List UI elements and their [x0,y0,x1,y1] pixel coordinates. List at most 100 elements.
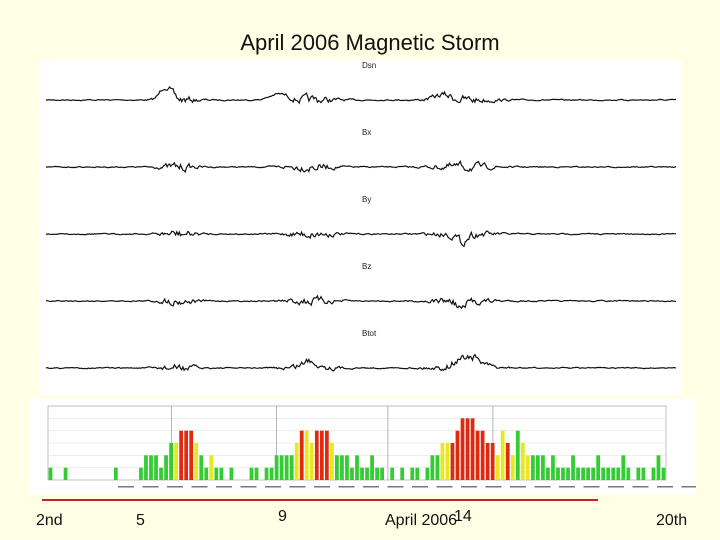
kp-bar [480,430,485,480]
kp-bar [490,443,495,480]
chart-title: April 2006 Magnetic Storm [240,30,500,55]
panel-label-3: Bz [362,262,371,271]
kp-bar [576,467,580,480]
kp-bar [455,430,460,480]
kp-bar [199,455,204,480]
kp-tick-mark [681,486,698,488]
kp-bar [450,443,455,480]
kp-tick-mark [485,486,502,488]
kp-tick-mark [657,486,673,488]
kp-bar [661,467,666,480]
kp-bar [525,455,530,480]
panel-label-0: Dsn [362,61,376,70]
kp-bar [515,430,520,480]
kp-tick-mark [387,486,404,488]
kp-bar [350,467,354,480]
kp-bar [520,443,525,480]
time-axis-label: April 2006 [385,512,458,529]
kp-bar [626,467,631,480]
kp-bar [440,443,445,480]
kp-bar [284,455,289,480]
kp-bar [621,455,626,480]
kp-bar [370,455,374,480]
kp-tick-mark [191,486,208,488]
kp-bar [636,467,641,480]
kp-bar [616,467,621,480]
trace-dsn [45,86,677,105]
kp-bar [430,455,435,480]
kp-bar [360,467,364,480]
kp-bar [460,418,465,480]
time-axis-label: 2nd [36,512,63,529]
kp-tick-mark [583,486,600,488]
trace-svg: Dsn Bx By Bz Btot [45,61,677,372]
kp-bar [375,467,379,480]
kp-tick-mark [216,486,232,488]
trace-by [45,230,677,248]
kp-tick-mark [534,486,551,488]
kp-bar [415,467,420,480]
kp-bar [530,455,535,480]
kp-bar [505,443,510,480]
kp-bar [611,467,616,480]
trace-btot [45,353,677,372]
time-axis-label: 14 [454,508,472,525]
kp-bar [345,455,349,480]
kp-bar [335,455,339,480]
kp-bar [485,443,490,480]
kp-bar [113,467,118,480]
kp-bar [229,467,234,480]
kp-bar [651,467,656,480]
kp-bar [329,443,334,480]
kp-bar [656,455,661,480]
kp-tick-mark [314,486,330,488]
kp-bar [556,467,560,480]
kp-bar [535,455,540,480]
kp-tick-mark [118,486,134,488]
kp-bar [445,443,450,480]
kp-tick-mark [510,486,526,488]
kp-index-panel [30,398,698,494]
kp-bar [154,455,158,480]
time-axis-label: 20th [656,512,688,529]
time-axis-label: 5 [136,512,145,529]
kp-bar [304,430,309,480]
kp-bar [204,467,209,480]
kp-bar [299,430,304,480]
kp-bar [48,467,53,480]
panel-label-2: By [362,195,371,204]
kp-bar [289,455,294,480]
kp-bar [294,443,299,480]
kp-bar [435,455,440,480]
kp-bar [425,467,430,480]
kp-bar [164,455,168,480]
kp-bar [269,467,274,480]
kp-bar [566,467,570,480]
kp-bar [319,430,324,480]
kp-tick-mark [461,486,477,488]
kp-bar [541,455,545,480]
kp-bar [149,455,153,480]
panel-label-1: Bx [362,128,371,137]
kp-bar [309,443,314,480]
kp-svg [47,405,698,488]
kp-bar [184,430,189,480]
kp-bar [475,430,480,480]
kp-tick-mark [167,486,183,488]
kp-tick-mark [559,486,575,488]
kp-bar [249,467,254,480]
kp-tick-mark [338,486,355,488]
trace-bx [45,160,677,174]
kp-bar [465,418,470,480]
kp-bar [581,467,585,480]
kp-bar [209,455,214,480]
kp-tick-mark [412,486,428,488]
kp-bar [601,467,606,480]
kp-bar [63,467,68,480]
kp-bar [254,467,259,480]
kp-tick-mark [608,486,624,488]
kp-tick-mark [265,486,281,488]
kp-bar [179,430,184,480]
kp-tick-mark [632,486,649,488]
panel-label-4: Btot [362,329,377,338]
